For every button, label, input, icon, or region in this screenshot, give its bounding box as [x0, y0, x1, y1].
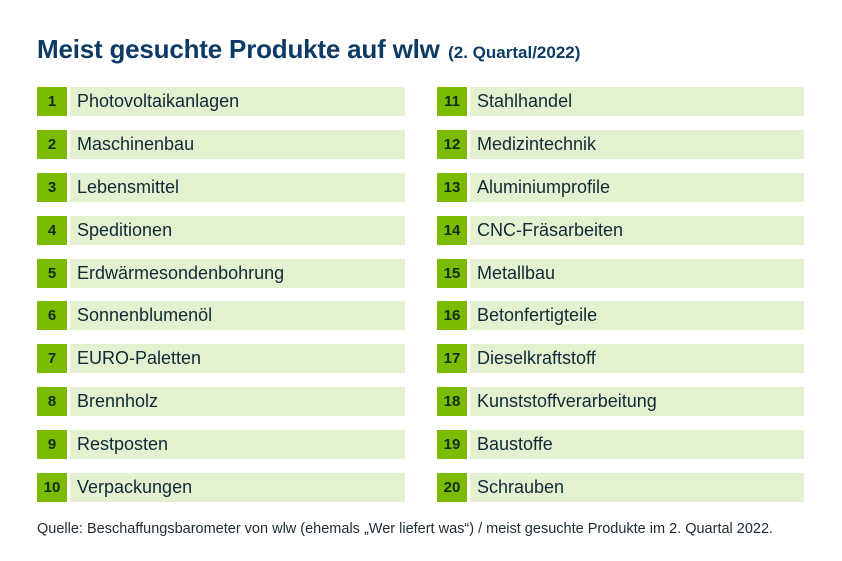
- rank-badge: 1: [37, 87, 70, 116]
- list-item: 16 Betonfertigteile: [437, 301, 804, 331]
- title-main: Meist gesuchte Produkte auf wlw: [37, 34, 440, 64]
- list-item: 18 Kunststoffverarbeitung: [437, 387, 804, 417]
- product-label: Speditionen: [77, 219, 173, 240]
- product-label: Kunststoffverarbeitung: [477, 391, 657, 412]
- product-label: Medizintechnik: [477, 133, 597, 154]
- rank-badge: 20: [437, 473, 470, 503]
- rank-badge: 2: [37, 129, 70, 159]
- product-label: Lebensmittel: [77, 176, 180, 197]
- ranking-list-right: 11 Stahlhandel 12 Medizintechnik 13 Aluminium…: [437, 87, 804, 516]
- list-item: 6 Sonnenblumenöl: [37, 301, 405, 331]
- product-label: Aluminiumprofile: [477, 176, 611, 197]
- rank-badge: 6: [37, 301, 70, 331]
- product-label: Erdwärmesondenbohrung: [77, 262, 285, 283]
- product-label: Schrauben: [477, 477, 565, 498]
- list-item: 20 Schrauben: [437, 473, 804, 503]
- list-item: 14 CNC-Fräsarbeiten: [437, 215, 804, 245]
- rank-badge: 7: [37, 344, 70, 374]
- product-label: Stahlhandel: [477, 91, 573, 111]
- rank-badge: 17: [437, 344, 470, 374]
- product-label: CNC-Fräsarbeiten: [477, 219, 624, 240]
- product-label: Verpackungen: [77, 477, 193, 498]
- product-label: Baustoffe: [477, 434, 553, 455]
- product-label: Photovoltaikanlagen: [77, 91, 240, 111]
- product-label: Maschinenbau: [77, 133, 195, 154]
- list-item: 12 Medizintechnik: [437, 129, 804, 159]
- product-label: Restposten: [77, 434, 169, 455]
- product-label: Brennholz: [77, 391, 159, 412]
- list-item: 2 Maschinenbau: [37, 129, 405, 159]
- list-item: 1 Photovoltaikanlagen: [37, 87, 405, 116]
- rank-badge: 13: [437, 172, 470, 202]
- rank-badge: 4: [37, 215, 70, 245]
- rank-badge: 3: [37, 172, 70, 202]
- product-label: Metallbau: [477, 262, 556, 283]
- list-item: 5 Erdwärmesondenbohrung: [37, 258, 405, 288]
- product-label: Betonfertigteile: [477, 305, 598, 326]
- rank-badge: 11: [437, 87, 470, 116]
- rank-badge: 12: [437, 129, 470, 159]
- rank-badge: 8: [37, 387, 70, 417]
- rank-badge: 19: [437, 430, 470, 460]
- list-item: 9 Restposten: [37, 430, 405, 460]
- list-item: 15 Metallbau: [437, 258, 804, 288]
- list-item: 8 Brennholz: [37, 387, 405, 417]
- rank-badge: 15: [437, 258, 470, 288]
- list-item: 4 Speditionen: [37, 215, 405, 245]
- ranking-list-left: 1 Photovoltaikanlagen 2 Maschinenbau 3 Lebens…: [37, 87, 405, 516]
- list-item: 7 EURO-Paletten: [37, 344, 405, 374]
- product-label: EURO-Paletten: [77, 348, 202, 369]
- rank-badge: 16: [437, 301, 470, 331]
- product-label: Dieselkraftstoff: [477, 348, 596, 369]
- rank-badge: 18: [437, 387, 470, 417]
- list-item: 3 Lebensmittel: [37, 172, 405, 202]
- product-label: Sonnenblumenöl: [77, 305, 213, 326]
- title-subtitle: (2. Quartal/2022): [448, 43, 581, 62]
- rank-badge: 14: [437, 215, 470, 245]
- list-item: 11 Stahlhandel: [437, 87, 804, 116]
- list-item: 10 Verpackungen: [37, 473, 405, 503]
- source-note: Quelle: Beschaffungsbarometer von wlw (e…: [37, 521, 774, 537]
- rank-badge: 10: [37, 473, 70, 503]
- rank-badge: 9: [37, 430, 70, 460]
- list-item: 13 Aluminiumprofile: [437, 172, 804, 202]
- rank-badge: 5: [37, 258, 70, 288]
- list-item: 19 Baustoffe: [437, 430, 804, 460]
- list-item: 17 Dieselkraftstoff: [437, 344, 804, 374]
- page-title: Meist gesuchte Produkte auf wlw (2. Quar…: [37, 34, 580, 65]
